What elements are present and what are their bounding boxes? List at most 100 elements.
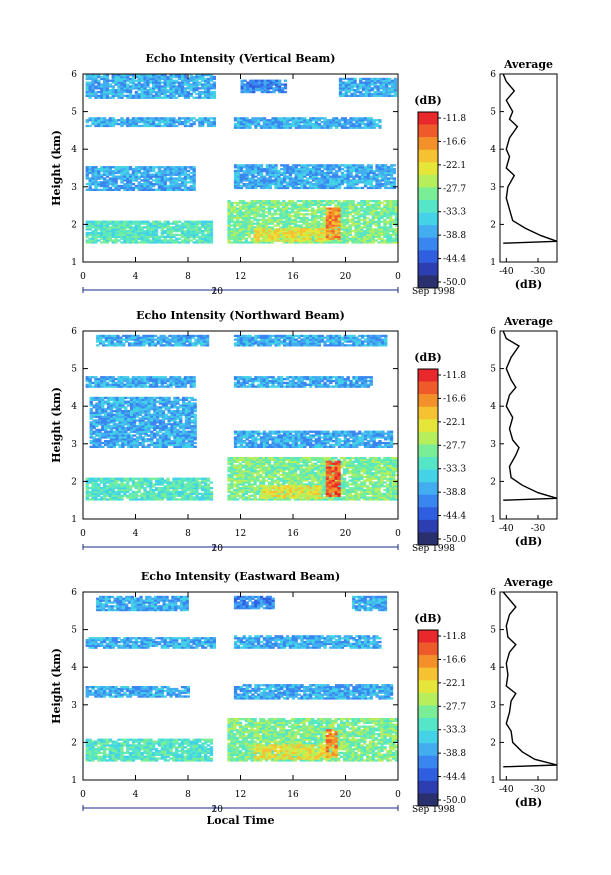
echo-cell xyxy=(154,117,159,120)
echo-cell xyxy=(248,183,252,186)
echo-cell xyxy=(103,96,107,99)
echo-cell xyxy=(183,186,188,190)
echo-cell xyxy=(142,334,146,338)
echo-cell xyxy=(178,87,182,90)
echo-cell xyxy=(389,233,393,237)
echo-cell xyxy=(277,177,281,180)
echo-cell xyxy=(137,168,141,171)
echo-cell xyxy=(245,177,249,180)
echo-cell xyxy=(117,75,121,79)
echo-cell xyxy=(175,220,179,223)
echo-cell xyxy=(201,90,205,94)
echo-cell xyxy=(245,117,249,120)
echo-cell xyxy=(233,117,238,120)
echo-cell xyxy=(212,75,216,79)
echo-cell xyxy=(382,92,386,96)
echo-cell xyxy=(254,186,258,190)
echo-cell xyxy=(288,200,292,203)
echo-cell xyxy=(244,201,248,205)
echo-cell xyxy=(303,122,307,126)
echo-cell xyxy=(97,220,101,223)
echo-cell xyxy=(268,164,272,167)
echo-cell xyxy=(178,186,182,190)
echo-cell xyxy=(111,87,115,90)
echo-cell xyxy=(169,168,173,171)
echo-cell xyxy=(126,179,130,182)
echo-cell xyxy=(94,81,98,84)
echo-cell xyxy=(205,334,210,338)
echo-cell xyxy=(364,89,369,92)
echo-cell xyxy=(332,124,336,128)
echo-cell xyxy=(387,177,391,180)
echo-cell xyxy=(198,122,202,126)
echo-cell xyxy=(392,168,396,171)
echo-cell xyxy=(297,340,301,343)
echo-cell xyxy=(94,175,98,178)
echo-cell xyxy=(157,74,162,77)
echo-cell xyxy=(375,164,379,167)
echo-cell xyxy=(230,201,234,205)
echo-cell xyxy=(353,90,357,94)
echo-cell xyxy=(344,94,348,97)
echo-cell xyxy=(169,94,173,97)
echo-cell xyxy=(195,85,199,88)
echo-cell xyxy=(120,241,124,244)
echo-cell xyxy=(163,175,167,178)
echo-cell xyxy=(143,173,147,176)
echo-cell xyxy=(246,89,250,92)
echo-cell xyxy=(128,119,133,122)
colorbar-swatch xyxy=(418,212,438,226)
echo-cell xyxy=(100,183,104,186)
echo-cell xyxy=(126,79,130,82)
echo-cell xyxy=(341,94,346,97)
echo-cell xyxy=(85,177,89,180)
echo-cell xyxy=(355,117,359,120)
echo-cell xyxy=(305,216,309,220)
echo-cell xyxy=(366,124,371,128)
echo-cell xyxy=(377,200,381,203)
echo-cell xyxy=(340,336,345,339)
echo-cell xyxy=(140,376,144,379)
echo-cell xyxy=(114,171,118,175)
echo-cell xyxy=(137,184,141,188)
echo-cell xyxy=(260,79,264,82)
echo-cell xyxy=(146,188,150,191)
echo-cell xyxy=(251,169,255,173)
echo-cell xyxy=(192,169,196,173)
average-y-label: 1 xyxy=(490,258,496,268)
echo-cell xyxy=(154,124,159,128)
echo-cell xyxy=(175,89,179,92)
echo-cell xyxy=(306,124,310,128)
echo-cell xyxy=(243,85,247,88)
echo-cell xyxy=(252,81,256,84)
echo-cell xyxy=(157,376,162,379)
echo-cell xyxy=(137,117,141,120)
echo-cell xyxy=(390,81,395,84)
echo-cell xyxy=(195,239,199,242)
echo-cell xyxy=(183,230,188,233)
echo-cell xyxy=(204,87,208,90)
echo-cell xyxy=(288,211,292,214)
echo-cell xyxy=(379,81,383,84)
average-y-label: 5 xyxy=(490,108,496,118)
echo-cell xyxy=(344,81,348,84)
echo-cell xyxy=(120,89,124,92)
echo-cell xyxy=(111,166,115,169)
echo-cell xyxy=(236,166,241,169)
echo-cell xyxy=(352,124,356,128)
echo-cell xyxy=(178,173,182,176)
echo-cell xyxy=(369,124,373,128)
echo-cell xyxy=(166,166,170,169)
echo-cell xyxy=(264,215,269,218)
echo-cell xyxy=(337,119,342,122)
echo-cell xyxy=(382,79,386,82)
echo-cell xyxy=(103,183,107,186)
echo-cell xyxy=(236,169,241,173)
echo-cell xyxy=(245,122,249,126)
echo-cell xyxy=(166,96,170,99)
echo-cell xyxy=(143,220,147,223)
echo-cell xyxy=(149,74,153,77)
echo-cell xyxy=(111,183,115,186)
echo-cell xyxy=(122,338,126,341)
echo-cell xyxy=(85,168,89,171)
